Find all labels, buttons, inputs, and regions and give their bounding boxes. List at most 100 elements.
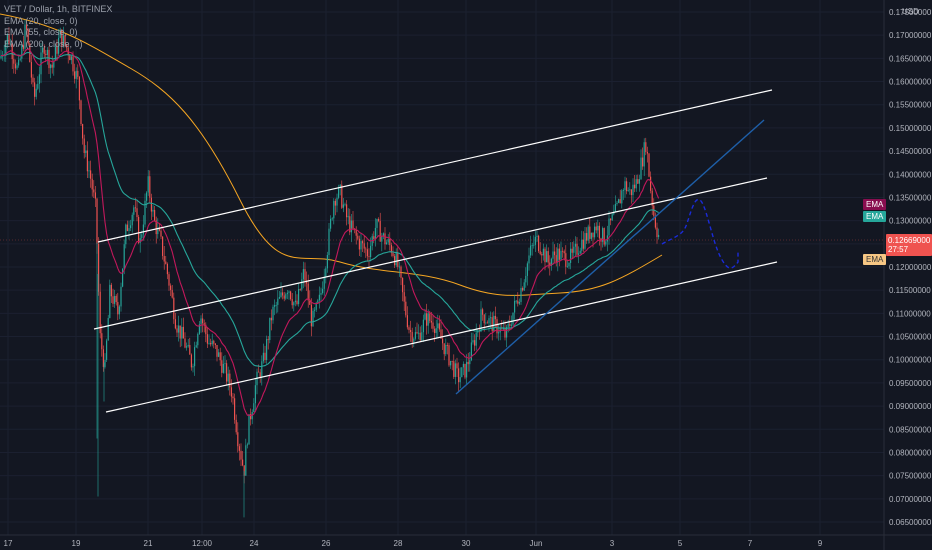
candle-body bbox=[6, 34, 8, 44]
candle-body bbox=[552, 251, 554, 259]
candle-body bbox=[318, 294, 320, 301]
time-tick-label: 24 bbox=[250, 539, 259, 548]
candle-body bbox=[614, 204, 616, 212]
price-axis: 0.17500000 0.17000000 0.16500000 0.16000000… bbox=[883, 0, 932, 550]
candle-body bbox=[413, 338, 415, 343]
candle-body bbox=[464, 363, 466, 378]
candle-body bbox=[141, 234, 143, 239]
candle-body bbox=[496, 319, 498, 334]
candle-body bbox=[206, 334, 208, 344]
candle-body bbox=[302, 269, 304, 280]
candle-body bbox=[650, 176, 652, 191]
candle-body bbox=[232, 396, 234, 399]
candle-body bbox=[342, 204, 344, 208]
candle-body bbox=[458, 368, 460, 383]
ema-55-layer bbox=[1, 51, 659, 368]
candle-body bbox=[202, 318, 204, 324]
candle-body bbox=[66, 44, 68, 48]
channel-top-line bbox=[97, 89, 773, 243]
candle-body bbox=[70, 56, 72, 61]
ema-20-label[interactable]: EMA (20, close, 0) bbox=[4, 15, 78, 26]
candle-body bbox=[403, 292, 405, 302]
candle-body bbox=[618, 199, 620, 203]
candle-body bbox=[555, 255, 557, 263]
candle-body bbox=[162, 236, 164, 256]
candle-body bbox=[262, 352, 264, 362]
candle-body bbox=[534, 236, 536, 245]
ema-200-label[interactable]: EMA (200, close, 0) bbox=[4, 38, 83, 49]
candle-body bbox=[427, 313, 429, 326]
candle-body bbox=[261, 361, 263, 378]
candle-body bbox=[634, 184, 636, 189]
candle-body bbox=[200, 318, 202, 325]
candle-body bbox=[96, 198, 98, 244]
candle-body bbox=[254, 385, 256, 404]
time-tick-label: Jun bbox=[530, 539, 543, 548]
time-tick-label: 26 bbox=[322, 539, 331, 548]
candle-body bbox=[149, 176, 151, 198]
candle-body bbox=[443, 343, 445, 355]
price-tick-label: 0.10000000 bbox=[889, 356, 932, 365]
candle-body bbox=[419, 332, 421, 341]
candle-body bbox=[309, 300, 311, 305]
candle-body bbox=[498, 332, 500, 334]
candle-body bbox=[30, 62, 32, 78]
price-tick-label: 0.07000000 bbox=[889, 495, 932, 504]
candle-body bbox=[166, 263, 168, 275]
candle-body bbox=[69, 55, 71, 61]
candle-body bbox=[299, 289, 301, 290]
ema-55-label[interactable]: EMA (55, close, 0) bbox=[4, 27, 78, 37]
candle-body bbox=[504, 328, 506, 338]
candle-body bbox=[570, 248, 572, 263]
candle-body bbox=[592, 232, 594, 238]
candle-body bbox=[627, 190, 629, 192]
candle-body bbox=[347, 216, 349, 218]
candle-body bbox=[350, 220, 352, 233]
candle-body bbox=[528, 255, 530, 264]
candle-body bbox=[205, 324, 207, 335]
candle-body bbox=[402, 277, 404, 293]
candle-body bbox=[18, 59, 20, 66]
price-tick-label: 0.16000000 bbox=[889, 78, 932, 87]
candle-body bbox=[339, 184, 341, 187]
candle-body bbox=[128, 228, 130, 231]
candle-body bbox=[432, 322, 434, 329]
candle-body bbox=[366, 249, 368, 257]
candle-body bbox=[123, 244, 125, 269]
candle-body bbox=[301, 279, 303, 290]
candle-body bbox=[218, 352, 220, 357]
candle-body bbox=[606, 235, 608, 242]
candle-body bbox=[360, 241, 362, 250]
symbol-title[interactable]: VET / Dollar, 1h, BITFINEX bbox=[4, 4, 113, 14]
candle-body bbox=[462, 363, 464, 368]
candle-body bbox=[98, 243, 100, 292]
candle-body bbox=[93, 189, 95, 193]
candle-body bbox=[134, 207, 136, 209]
candle-body bbox=[203, 323, 205, 325]
candle-body bbox=[451, 360, 453, 362]
candle-body bbox=[560, 250, 562, 260]
candle-body bbox=[312, 310, 314, 327]
candle-body bbox=[334, 200, 336, 206]
candle-body bbox=[37, 83, 39, 89]
candle-body bbox=[82, 124, 84, 139]
candle-body bbox=[83, 138, 85, 153]
candle-body bbox=[509, 324, 511, 326]
candle-body bbox=[326, 255, 328, 269]
candle-body bbox=[586, 233, 588, 241]
candle-body bbox=[485, 322, 487, 324]
candle-body bbox=[285, 294, 287, 299]
candle-body bbox=[112, 296, 114, 304]
candle-body bbox=[314, 309, 316, 311]
candle-body bbox=[557, 248, 559, 263]
ema-20-tag: EMA bbox=[863, 199, 887, 210]
candle-body bbox=[608, 218, 610, 236]
candle-body bbox=[58, 37, 60, 54]
candle-body bbox=[213, 340, 215, 344]
candle-body bbox=[242, 459, 244, 466]
candle-body bbox=[579, 250, 581, 254]
candle-body bbox=[168, 274, 170, 286]
candle-body bbox=[397, 252, 399, 267]
